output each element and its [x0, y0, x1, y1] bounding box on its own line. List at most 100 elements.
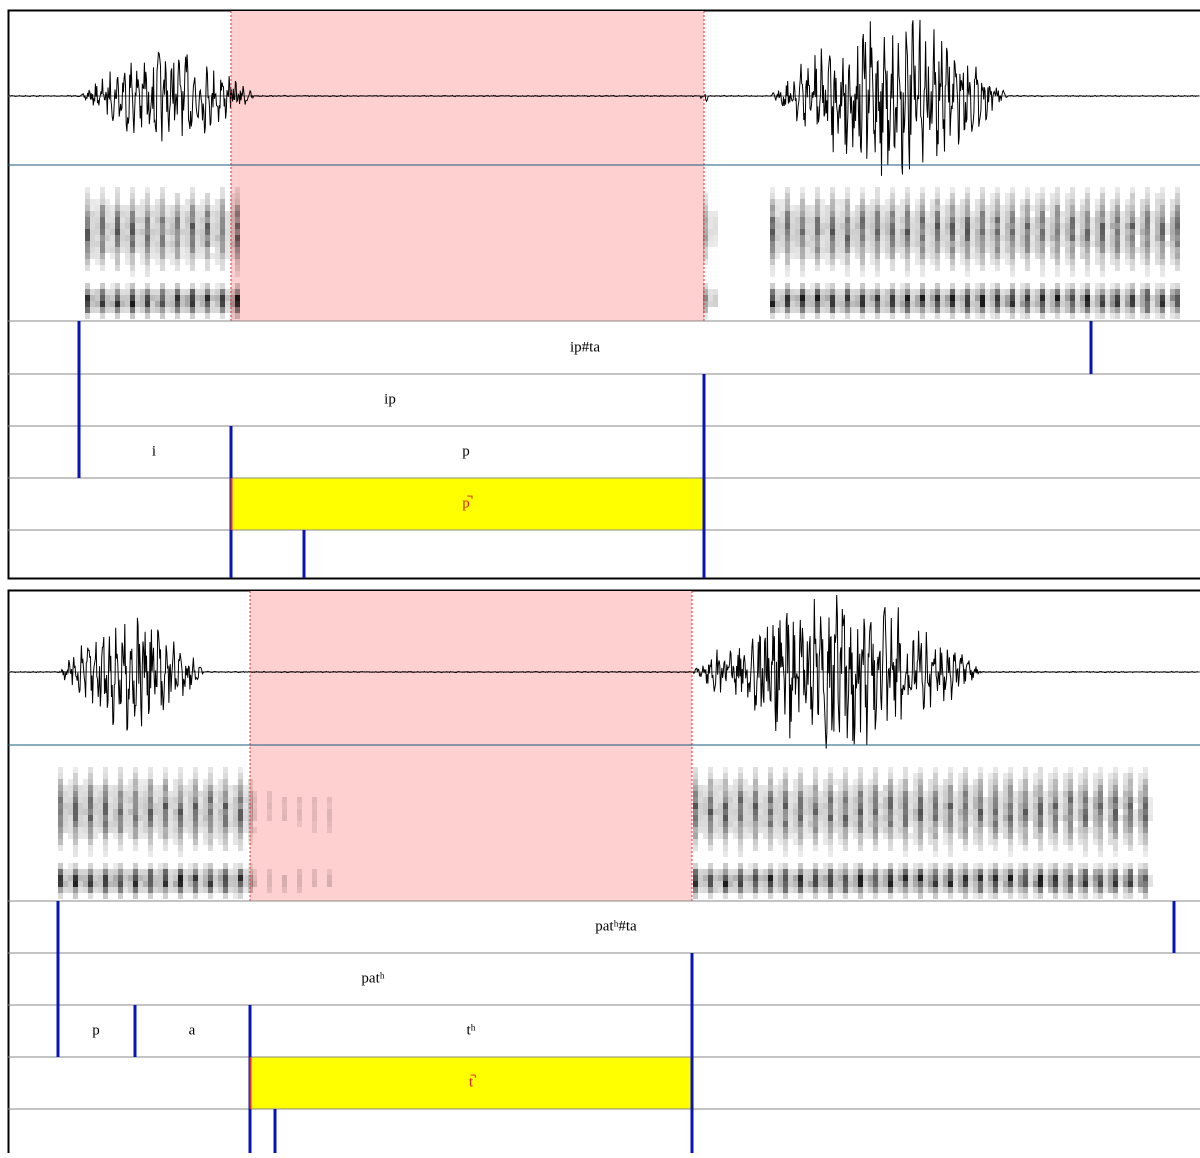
spectrogram-cell: [933, 887, 938, 893]
spectrogram-cell: [793, 875, 798, 881]
spectrogram-cell: [783, 845, 788, 851]
spectrogram-cell: [788, 833, 793, 839]
spectrogram-cell: [838, 791, 843, 797]
spectrogram-cell: [935, 307, 940, 313]
spectrogram-cell: [200, 307, 205, 313]
spectrogram-cell: [893, 821, 898, 827]
spectrogram-cell: [1095, 217, 1100, 223]
spectrogram-cell: [88, 767, 93, 773]
spectrogram-cell: [863, 869, 868, 875]
spectrogram-cell: [1170, 241, 1175, 247]
spectrogram-cell: [955, 223, 960, 229]
spectrogram-cell: [1065, 199, 1070, 205]
selection[interactable]: [250, 591, 692, 901]
spectrogram-cell: [1010, 205, 1015, 211]
spectrogram-cell: [900, 223, 905, 229]
phrase-label[interactable]: ip#ta: [570, 339, 600, 355]
segment-label[interactable]: p: [92, 1022, 100, 1038]
spectrogram-cell: [1005, 229, 1010, 235]
spectrogram-cell: [1020, 307, 1025, 313]
spectrogram-cell: [188, 821, 193, 827]
spectrogram-cell: [1100, 229, 1105, 235]
spectrogram-cell: [980, 253, 985, 259]
spectrogram-cell: [845, 235, 850, 241]
phrase-label[interactable]: patʰ#ta: [595, 918, 637, 934]
spectrogram-cell: [753, 785, 758, 791]
spectrogram-cell: [990, 223, 995, 229]
spectrogram-cell: [1040, 211, 1045, 217]
spectrogram-cell: [1048, 797, 1053, 803]
spectrogram-cell: [123, 821, 128, 827]
spectrogram-cell: [925, 235, 930, 241]
spectrogram-cell: [985, 223, 990, 229]
spectrogram-cell: [978, 797, 983, 803]
spectrogram-cell: [723, 851, 728, 857]
spectrogram-cell: [970, 289, 975, 295]
spectrogram-cell: [1035, 223, 1040, 229]
spectrogram-cell: [1018, 893, 1023, 899]
spectrogram-cell: [1038, 827, 1043, 833]
spectrogram-cell: [1083, 809, 1088, 815]
spectrogram-cell: [1125, 229, 1130, 235]
spectrogram-cell: [88, 887, 93, 893]
spectrogram-cell: [1008, 845, 1013, 851]
spectrogram-cell: [1003, 815, 1008, 821]
spectrogram-cell: [165, 217, 170, 223]
spectrogram-cell: [935, 211, 940, 217]
spectrogram-cell: [85, 307, 90, 313]
spectrogram-cell: [208, 821, 213, 827]
spectrogram-cell: [850, 211, 855, 217]
spectrogram-cell: [1055, 217, 1060, 223]
spectrogram-cell: [918, 797, 923, 803]
spectrogram-cell: [1035, 235, 1040, 241]
spectrogram-cell: [243, 797, 248, 803]
spectrogram-cell: [783, 815, 788, 821]
spectrogram-cell: [327, 827, 332, 833]
spectrogram-cell: [1110, 217, 1115, 223]
selection[interactable]: [231, 11, 704, 321]
spectrogram-cell: [145, 265, 150, 271]
spectrogram-cell: [95, 211, 100, 217]
spectrogram-cell: [963, 791, 968, 797]
spectrogram-cell: [870, 259, 875, 265]
spectrogram-cell: [958, 875, 963, 881]
word-label[interactable]: ip: [384, 391, 396, 407]
segment-label[interactable]: p: [462, 443, 470, 459]
segment-label[interactable]: a: [189, 1022, 196, 1038]
spectrogram-cell: [770, 259, 775, 265]
spectrogram-cell: [758, 809, 763, 815]
spectrogram-cell: [713, 779, 718, 785]
spectrogram-cell: [820, 301, 825, 307]
spectrogram-cell: [925, 307, 930, 313]
spectrogram-cell: [220, 313, 225, 319]
spectrogram-cell: [748, 791, 753, 797]
word-label[interactable]: patʰ: [361, 970, 384, 986]
spectrogram-cell: [943, 881, 948, 887]
spectrogram-cell: [748, 821, 753, 827]
spectrogram-cell: [890, 223, 895, 229]
spectrogram-cell: [1070, 295, 1075, 301]
spectrogram-cell: [1140, 313, 1145, 319]
spectrogram-cell: [1125, 217, 1130, 223]
spectrogram-cell: [803, 875, 808, 881]
spectrogram-cell: [155, 289, 160, 295]
spectrogram-cell: [1130, 307, 1135, 313]
spectrogram-cell: [958, 827, 963, 833]
spectrogram-cell: [1085, 307, 1090, 313]
spectrogram-cell: [1053, 887, 1058, 893]
spectrogram-cell: [1175, 223, 1180, 229]
spectrogram-cell: [205, 265, 210, 271]
spectrogram-cell: [1043, 869, 1048, 875]
spectrogram-cell: [178, 893, 183, 899]
spectrogram-cell: [1123, 827, 1128, 833]
spectrogram-cell: [898, 869, 903, 875]
spectrogram-cell: [785, 259, 790, 265]
segment-label[interactable]: tʰ: [467, 1022, 476, 1038]
segment-label[interactable]: i: [152, 443, 156, 459]
spectrogram-cell: [170, 217, 175, 223]
spectrogram-cell: [965, 283, 970, 289]
spectrogram-cell: [908, 815, 913, 821]
spectrogram-cell: [85, 301, 90, 307]
spectrogram-cell: [905, 217, 910, 223]
spectrogram-cell: [748, 881, 753, 887]
